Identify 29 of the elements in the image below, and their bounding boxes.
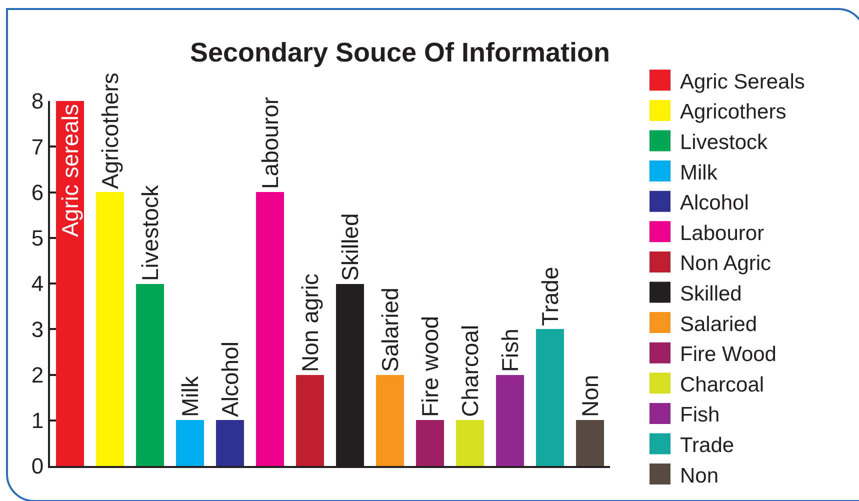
y-tick-label: 3 <box>31 316 44 342</box>
y-tick-label: 1 <box>31 408 44 434</box>
y-tick-label: 0 <box>31 454 44 479</box>
y-tick-label: 8 <box>31 88 44 114</box>
x-tick-label: Trade <box>537 266 563 326</box>
x-tick-label: Livestock <box>137 184 163 281</box>
x-tick-label: Fish <box>497 328 523 372</box>
x-tick-label: Alcohol <box>217 342 243 417</box>
x-tick-label: Non agric <box>297 274 323 372</box>
y-tick-label: 2 <box>31 362 44 388</box>
legend-label: Non <box>680 464 719 488</box>
x-tick-label: Agricothers <box>97 72 123 189</box>
x-tick-label: Charcoal <box>457 324 483 417</box>
chart-title: Secondary Souce Of Information <box>190 37 610 68</box>
legend-label: Fire Wood <box>680 343 776 366</box>
x-tick-label: Labouror <box>257 96 283 189</box>
x-tick-label: Agric sereals <box>57 104 83 237</box>
y-tick-label: 4 <box>31 271 44 296</box>
legend-label: Non Agric <box>680 252 772 276</box>
legend-label: Alcohol <box>680 192 749 215</box>
x-tick-label: Fire wood <box>417 316 443 417</box>
y-tick-label: 5 <box>31 226 44 251</box>
x-tick-label: Salaried <box>377 288 403 372</box>
y-tick-label: 6 <box>31 180 44 205</box>
x-tick-label: Non <box>577 374 603 417</box>
legend-label: Trade <box>680 434 734 457</box>
x-tick-label: Milk <box>177 376 203 417</box>
legend-label: Agric Sereals <box>680 70 805 94</box>
y-tick-label: 7 <box>31 134 44 160</box>
